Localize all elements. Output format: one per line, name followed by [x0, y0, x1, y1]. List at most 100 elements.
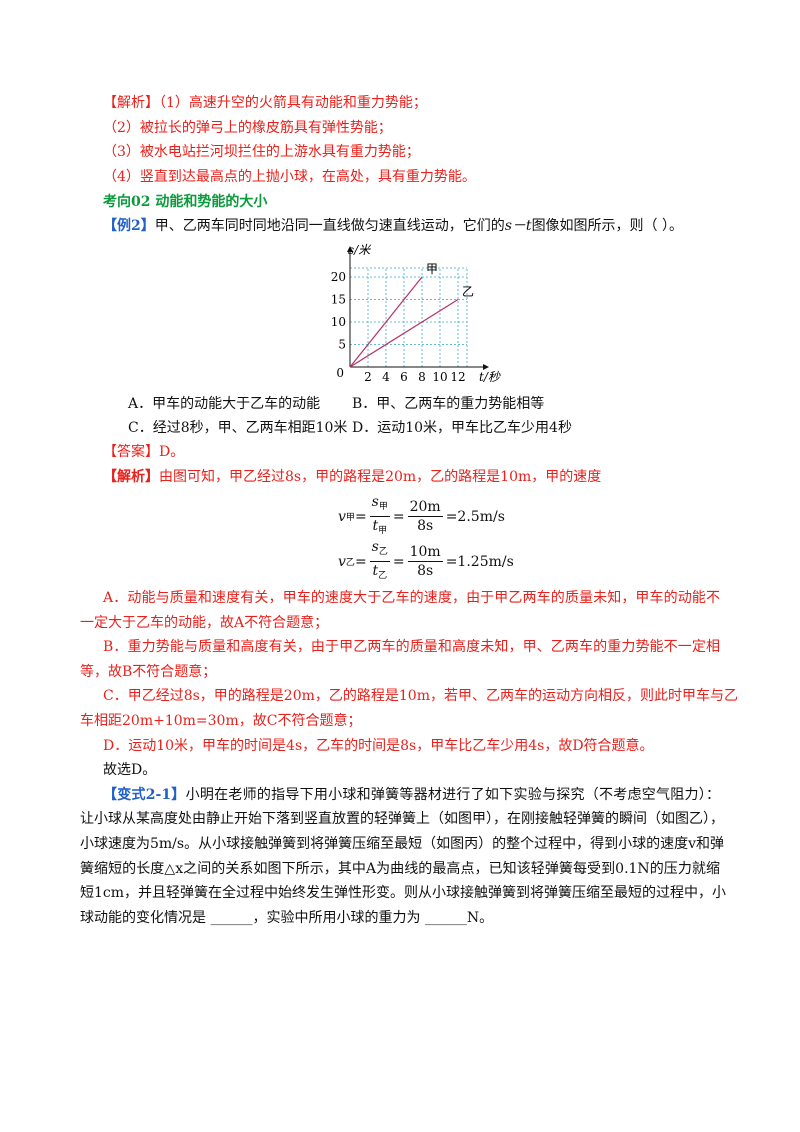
section-heading: 考向02 动能和势能的大小 [103, 194, 268, 210]
formula-text: = [354, 508, 367, 525]
formula-text: s [371, 539, 379, 555]
formula-text: 10m [407, 544, 443, 562]
y-arrow [347, 246, 353, 252]
option: A．甲车的动能大于乙车的动能 [128, 396, 321, 412]
label: 【解析】 [103, 469, 159, 485]
label: 【答案】 [103, 444, 159, 460]
text-line: B．甲、乙两车的重力势能相等 [352, 394, 544, 414]
text-line: （2）被拉长的弹弓上的橡皮筋具有弹性势能； [103, 118, 392, 138]
fraction: 10m 8s [407, 543, 443, 580]
text-line: C．甲乙经过8s，甲的路程是20m，乙的路程是10m，若甲、乙两车的运动方向相反… [103, 686, 738, 706]
formula-text: t [372, 563, 379, 579]
y-tick-label: 5 [338, 338, 346, 352]
text: A．动能与质量和速度有关，甲车的速度大于乙车的速度，由于甲乙两车的质量未知，甲车… [103, 590, 720, 606]
formula-sub: 乙 [378, 571, 388, 581]
text: （1）高速升空的火箭具有动能和重力势能； [159, 95, 427, 111]
text-line: B．重力势能与质量和高度有关，由于甲乙两车的质量和高度未知，甲、乙两车的重力势能… [103, 637, 720, 657]
formula-sub: 甲 [378, 526, 388, 536]
x-axis-label: t/秒 [479, 370, 501, 384]
text-line: 【变式2-1】小明在老师的指导下用小球和弹簧等器材进行了如下实验与探究（不考虑空… [103, 785, 720, 805]
text-line: D．运动10米，甲车比乙车少用4秒 [352, 418, 572, 438]
text-line: A．甲车的动能大于乙车的动能 [128, 394, 320, 414]
formula-text: v [338, 553, 346, 570]
option: C．经过8秒，甲、乙两车相距10米 [128, 420, 348, 436]
text: B．重力势能与质量和高度有关，由于甲乙两车的质量和高度未知，甲、乙两车的重力势能… [103, 639, 720, 656]
formula-sub: 甲 [378, 502, 388, 512]
text: 一定大于乙车的动能，故A不符合题意； [80, 614, 329, 631]
series-line [349, 298, 459, 368]
option: D．运动10米，甲车比乙车少用4秒 [352, 420, 572, 436]
x-tick-label: 6 [400, 370, 408, 384]
formula-text: v [338, 508, 346, 525]
formula-text: 8s [417, 563, 434, 579]
formula-text: =1.25m/s [445, 553, 514, 570]
formula-text: 8s [417, 518, 434, 534]
text-line: C．经过8秒，甲、乙两车相距10米 [128, 418, 347, 438]
text: 等，故B不符合题意； [80, 663, 217, 680]
text: （3）被水电站拦河坝拦住的上游水具有重力势能； [103, 144, 420, 161]
y-tick-label: 10 [331, 315, 346, 329]
text-line: 车相距20m+10m=30m，故C不符合题意； [80, 711, 361, 731]
formula-sub: 乙 [378, 547, 388, 557]
label: 【变式2-1】 [103, 786, 186, 803]
x-arrow [483, 364, 489, 370]
fraction: s甲 t甲 [369, 493, 390, 540]
series-line [349, 276, 423, 368]
variable: s－t [504, 218, 532, 234]
text-line: 【解析】（1）高速升空的火箭具有动能和重力势能； [103, 93, 427, 113]
formula-text: =2.5m/s [445, 508, 505, 525]
formula-text: = [392, 553, 405, 570]
text: 簧缩短的长度△x之间的关系如图下所示，其中A为曲线的最高点，已知该轻弹簧每受到0… [80, 860, 720, 877]
formula-text: = [392, 508, 405, 525]
text-line: 【答案】D。 [103, 442, 184, 462]
text-line: 【解析】由图可知，甲乙经过8s，甲的路程是20m，乙的路程是10m，甲的速度 [103, 467, 601, 487]
formula-text: s [371, 494, 379, 510]
x-tick-label: 4 [382, 370, 390, 384]
text: C．甲乙经过8s，甲的路程是20m，乙的路程是10m，若甲、乙两车的运动方向相反… [103, 688, 738, 705]
formula-sub: 乙 [345, 558, 355, 568]
formula-text: t [372, 518, 379, 534]
text-line: （4）竖直到达最高点的上抛小球，在高处，具有重力势能。 [103, 167, 476, 187]
y-axis-label: s/米 [348, 243, 372, 257]
origin-label: 0 [336, 366, 344, 380]
text-line: 考向02 动能和势能的大小 [103, 192, 267, 212]
formula-text: 20m [407, 499, 443, 517]
text: 短1cm，并且轻弹簧在全过程中始终发生弹性形变。则从小球接触弹簧到将弹簧压缩至最… [80, 885, 727, 902]
text: 车相距20m+10m=30m，故C不符合题意； [80, 713, 362, 729]
text: 故选D。 [103, 762, 157, 779]
y-tick-label: 15 [331, 293, 346, 307]
text: D。 [159, 444, 185, 460]
text-line: 让小球从某高度处由静止开始下落到竖直放置的轻弹簧上（如图甲），在刚接触轻弹簧的瞬… [80, 809, 724, 829]
text-line: A．动能与质量和速度有关，甲车的速度大于乙车的速度，由于甲乙两车的质量未知，甲车… [103, 588, 720, 608]
text-line: 短1cm，并且轻弹簧在全过程中始终发生弹性形变。则从小球接触弹簧到将弹簧压缩至最… [80, 883, 726, 903]
text: 由图可知，甲乙经过8s，甲的路程是20m，乙的路程是10m，甲的速度 [159, 469, 602, 485]
series-label: 乙 [462, 285, 474, 299]
text: D．运动10米，甲车的时间是4s，乙车的时间是8s，甲车比乙车少用4s，故D符合… [103, 737, 654, 754]
y-tick-label: 20 [331, 270, 346, 284]
x-tick-label: 12 [450, 370, 465, 384]
fraction: 20m 8s [407, 498, 443, 535]
text-line: 【例2】甲、乙两车同时同地沿同一直线做匀速直线运动，它们的s－t图像如图所示，则… [103, 216, 683, 236]
text: 让小球从某高度处由静止开始下落到竖直放置的轻弹簧上（如图甲），在刚接触轻弹簧的瞬… [80, 811, 724, 828]
series-label: 甲 [426, 262, 438, 276]
formula-text: = [354, 553, 367, 570]
x-tick-label: 8 [418, 370, 426, 384]
option: B．甲、乙两车的重力势能相等 [352, 396, 545, 412]
text: 小明在老师的指导下用小球和弹簧等器材进行了如下实验与探究（不考虑空气阻力）： [185, 786, 721, 803]
label: 【解析】 [103, 95, 159, 111]
text-line: （3）被水电站拦河坝拦住的上游水具有重力势能； [103, 142, 420, 162]
x-tick-label: 10 [432, 370, 447, 384]
text: 小球速度为5m/s。从小球接触弹簧到将弹簧压缩至最短（如图丙）的整个过程中，得到… [80, 836, 724, 852]
label: 【例2】 [103, 218, 155, 234]
text: 球动能的变化情况是 ______，实验中所用小球的重力为 ______N。 [80, 909, 494, 926]
text-line: 故选D。 [103, 760, 156, 780]
text: （4）竖直到达最高点的上抛小球，在高处，具有重力势能。 [103, 168, 476, 185]
formula-sub: 甲 [345, 513, 355, 523]
text-line: 小球速度为5m/s。从小球接触弹簧到将弹簧压缩至最短（如图丙）的整个过程中，得到… [80, 834, 724, 854]
text-line: 簧缩短的长度△x之间的关系如图下所示，其中A为曲线的最高点，已知该轻弹簧每受到0… [80, 859, 720, 879]
text: （2）被拉长的弹弓上的橡皮筋具有弹性势能； [103, 119, 392, 136]
